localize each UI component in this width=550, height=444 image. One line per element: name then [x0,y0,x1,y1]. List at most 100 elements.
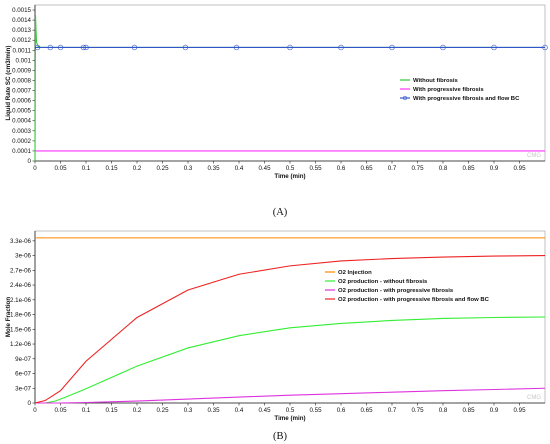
y-tick-label: 0.0014 [12,17,31,24]
x-tick-label: 0 [33,407,37,414]
series-marker [57,44,64,51]
x-tick-label: 0.25 [156,165,169,172]
series-marker [131,44,138,51]
x-tick-label: 0.45 [258,407,271,414]
x-tick-label: 0.95 [513,165,526,172]
x-tick-label: 0.45 [258,165,271,172]
plot-area [34,230,546,404]
x-tick-label: 0.1 [82,165,91,172]
y-tick-label: 0.0013 [12,27,31,34]
chart-b: 0 0.05 0.1 0.15 0.2 0.25 0.3 0.35 0.4 0.45 0.5 0.55… [5,230,546,422]
x-tick-label: 0.7 [388,407,397,414]
series-line-4 [34,255,546,404]
watermark: CMG [527,153,541,159]
y-tick-label: 0 [28,400,32,407]
x-tick-label: 0.3 [184,165,193,172]
x-tick-label: 0.5 [286,407,295,414]
x-tick-label: 0.4 [235,407,244,414]
series-marker [233,44,240,51]
y-axis-title: Mole Fraction [5,297,12,337]
legend-label: O2 production - without fibrosis [338,279,428,285]
series-marker [182,44,189,51]
y-tick-label: 1.5e-06 [10,326,32,333]
y-tick-label: 1.2e-06 [10,341,32,348]
x-tick-label: 0.5 [286,165,295,172]
y-tick-label: 0.0003 [12,128,31,135]
series-marker [83,44,89,51]
series-marker [389,44,395,51]
y-tick-label: 0.0012 [12,37,31,44]
y-tick-label: 0.0001 [12,148,31,155]
x-tick-label: 0.55 [309,407,322,414]
y-tick-label: 0 [28,158,32,165]
x-tick-label: 0.9 [490,165,499,172]
y-tick-label: 3.3e-06 [10,238,32,245]
legend-marker [402,95,408,101]
y-tick-label: 0.0011 [13,47,32,54]
x-tick-label: 0.35 [207,165,220,172]
y-tick-label: 0.001 [16,57,32,64]
x-tick-label: 0.65 [360,165,373,172]
y-tick-label: 3e-06 [15,253,31,260]
x-tick-label: 0.8 [439,407,448,414]
x-tick-label: 0.1 [82,407,91,414]
watermark: CMG [527,395,541,401]
caption-a: (A) [273,207,288,218]
x-axis-title: Time (min) [274,173,305,180]
x-tick-label: 0.6 [337,407,346,414]
series-marker [80,44,87,51]
x-tick-label: 0.85 [462,407,475,414]
series-marker [542,44,548,51]
x-tick-label: 0.7 [388,165,397,172]
x-tick-label: 0 [33,165,37,172]
legend-label: O2 production - with progressive fibrosi… [338,288,454,294]
series-line-3 [35,387,546,404]
series-marker [491,44,497,51]
x-tick-label: 0.9 [490,407,499,414]
series-marker [338,44,344,51]
x-tick-label: 0.25 [156,407,169,414]
y-tick-label: 0.0007 [12,88,31,95]
x-tick-label: 0.4 [235,165,244,172]
y-axis-title: Liquid Rate SC (cm3/min) [5,46,12,121]
y-tick-label: 0.0004 [12,118,31,125]
x-tick-label: 0.8 [439,165,448,172]
chart-a: 0 0.05 0.1 0.15 0.2 0.25 0.3 0.35 0.4 0.45 0.5 0.55… [5,4,548,180]
y-tick-label: 0.0015 [12,7,31,14]
y-tick-label: 2.7e-06 [10,267,32,274]
series-line-2 [35,316,546,404]
y-tick-label: 9e-07 [15,356,31,363]
y-tick-label: 0.0005 [12,108,31,115]
x-tick-label: 0.85 [462,165,475,172]
x-axis-title: Time (min) [274,415,305,422]
x-tick-label: 0.95 [513,407,526,414]
legend-label: O2 production - with progressive fibrosi… [338,297,490,303]
x-tick-label: 0.15 [105,407,118,414]
plot-area [34,4,546,162]
y-tick-label: 0.0008 [12,77,31,84]
y-tick-label: 0.0002 [12,138,31,145]
y-tick-label: 0.0009 [12,67,31,74]
x-tick-label: 0.15 [105,165,118,172]
legend-label: O2 Injection [338,270,372,276]
x-tick-label: 0.75 [411,165,424,172]
legend-label: Without fibrosis [413,78,458,84]
x-tick-label: 0.55 [309,165,322,172]
x-tick-label: 0.05 [54,165,67,172]
y-tick-label: 1.8e-06 [10,312,32,319]
legend-label: With progressive fibrosis [413,87,484,93]
caption-b: (B) [273,431,288,442]
x-tick-label: 0.2 [133,407,142,414]
series-marker [287,44,293,51]
x-tick-label: 0.35 [207,407,220,414]
x-tick-label: 0.2 [133,165,142,172]
series-marker [47,44,53,51]
x-tick-label: 0.75 [411,407,424,414]
y-tick-label: 2.4e-06 [10,282,32,289]
series-marker [440,44,446,51]
y-tick-label: 2.1e-06 [10,297,32,304]
y-tick-label: 3e-07 [15,385,31,392]
x-tick-label: 0.65 [360,407,373,414]
y-tick-label: 6e-07 [15,371,31,378]
